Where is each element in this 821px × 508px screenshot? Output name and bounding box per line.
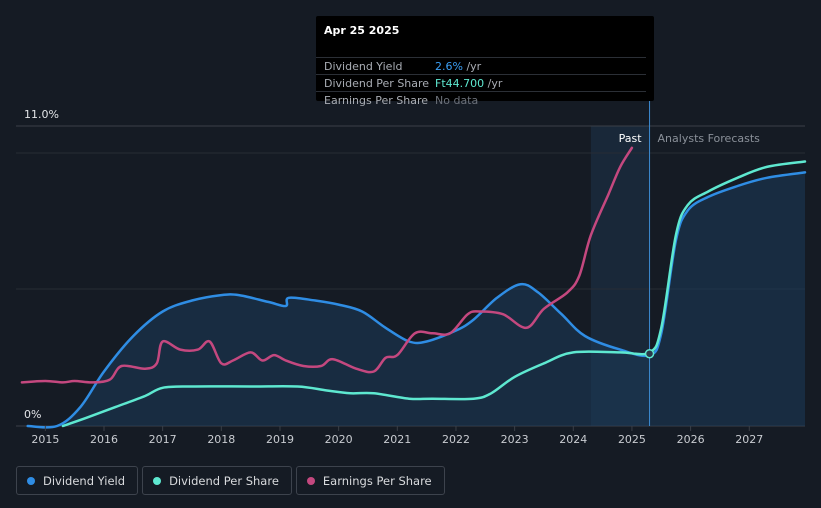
x-tick-label: 2019 (266, 433, 294, 446)
legend-label: Earnings Per Share (322, 473, 432, 488)
current-marker[interactable] (644, 348, 655, 359)
legend-item-earnings-per-share[interactable]: Earnings Per Share (295, 466, 445, 495)
x-axis-ticks: 2015 2016 2017 2018 2019 2020 2021 2022 2023 2024… (31, 426, 763, 446)
x-tick-label: 2025 (618, 433, 646, 446)
tooltip-value: Ft44.700 /yr (435, 77, 502, 90)
tooltip-row-dividend-per-share: Dividend Per Share Ft44.700 /yr (316, 74, 646, 92)
x-tick-label: 2026 (677, 433, 705, 446)
legend-item-dividend-yield[interactable]: Dividend Yield (16, 466, 139, 495)
dividend-per-share-line[interactable] (61, 160, 807, 428)
tooltip-value: 2.6% /yr (435, 60, 481, 73)
y-axis-top-label: 11.0% (24, 108, 59, 121)
x-tick-label: 2015 (31, 433, 59, 446)
legend-item-dividend-per-share[interactable]: Dividend Per Share (142, 466, 292, 495)
tooltip-unit: /yr (484, 77, 503, 90)
tooltip-value: No data (435, 94, 478, 107)
x-tick-label: 2017 (149, 433, 177, 446)
series-layer (20, 146, 807, 429)
tooltip: Apr 25 2025 Dividend Yield 2.6% /yr Divi… (316, 16, 654, 107)
legend: Dividend Yield Dividend Per Share Earnin… (16, 466, 449, 495)
earnings-per-share-line[interactable] (20, 146, 634, 384)
x-tick-label: 2020 (325, 433, 353, 446)
x-tick-label: 2024 (559, 433, 587, 446)
tooltip-value-number: Ft44.700 (435, 77, 485, 90)
tooltip-row-earnings-per-share: Earnings Per Share No data (316, 91, 646, 109)
legend-dot-icon (27, 476, 35, 485)
legend-label: Dividend Per Share (169, 473, 279, 488)
x-tick-label: 2016 (90, 433, 118, 446)
x-tick-label: 2027 (735, 433, 763, 446)
y-axis-bottom-label: 0% (24, 408, 41, 421)
tooltip-row-dividend-yield: Dividend Yield 2.6% /yr (316, 57, 646, 75)
tooltip-label: Dividend Yield (324, 60, 403, 73)
legend-dot-icon (153, 476, 162, 485)
tooltip-value-number: No data (435, 94, 479, 107)
legend-dot-icon (306, 476, 315, 485)
tooltip-value-number: 2.6% (435, 60, 463, 73)
legend-label: Dividend Yield (43, 473, 126, 488)
tooltip-date: Apr 25 2025 (324, 24, 400, 37)
x-tick-label: 2018 (207, 433, 235, 446)
tooltip-label: Dividend Per Share (324, 77, 430, 90)
x-tick-label: 2022 (442, 433, 470, 446)
forecast-label: Analysts Forecasts (658, 132, 761, 145)
tooltip-unit: /yr (462, 60, 482, 73)
x-tick-label: 2021 (383, 433, 411, 446)
x-tick-label: 2023 (501, 433, 529, 446)
past-label: Past (619, 132, 643, 145)
tooltip-label: Earnings Per Share (324, 94, 429, 107)
